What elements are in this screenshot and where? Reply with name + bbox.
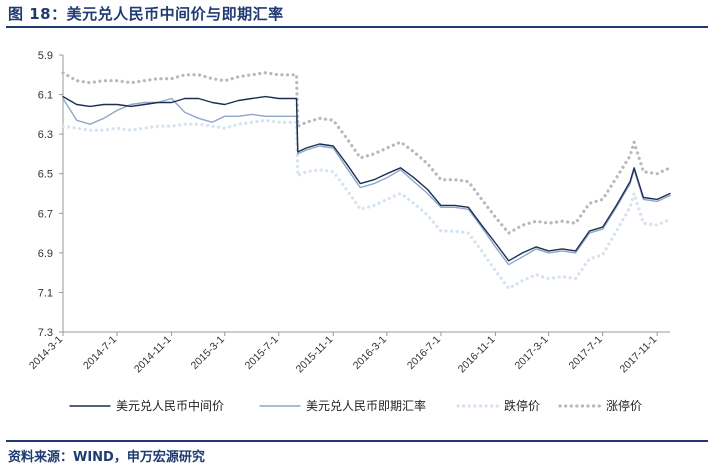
series-line-1	[62, 97, 671, 266]
legend-label-2: 跌停价	[504, 398, 540, 413]
y-tick-label: 7.1	[38, 287, 53, 299]
y-tick-label: 5.9	[38, 50, 53, 62]
legend-label-1: 美元兑人民币即期汇率	[306, 398, 426, 413]
y-tick-label: 7.3	[38, 327, 53, 339]
x-tick-label: 2016-3-1	[351, 334, 389, 372]
x-tick-label: 2016-11-1	[456, 334, 498, 376]
bottom-rule	[6, 440, 708, 442]
x-tick-label: 2016-7-1	[405, 334, 443, 372]
y-tick-label: 6.9	[38, 248, 53, 260]
x-tick-label: 2014-3-1	[27, 334, 65, 372]
x-tick-label: 2017-7-1	[567, 334, 605, 372]
figure-title-bar: 图 18：美元兑人民币中间价与即期汇率	[0, 0, 714, 24]
y-tick-label: 6.7	[38, 208, 53, 220]
x-tick-label: 2015-11-1	[294, 334, 336, 376]
legend-label-0: 美元兑人民币中间价	[116, 398, 224, 413]
x-tick-label: 2014-11-1	[132, 334, 174, 376]
x-tick-label: 2015-7-1	[243, 334, 281, 372]
x-tick-label: 2017-11-1	[617, 334, 659, 376]
legend-label-3: 涨停价	[606, 398, 642, 413]
y-tick-label: 6.3	[38, 129, 53, 141]
figure-title: 图 18：美元兑人民币中间价与即期汇率	[8, 5, 284, 23]
source-note: 资料来源：WIND，申万宏源研究	[8, 450, 205, 465]
top-rule	[6, 26, 708, 28]
x-tick-label: 2015-3-1	[189, 334, 227, 372]
series-line-0	[62, 95, 671, 262]
legend: 美元兑人民币中间价 美元兑人民币即期汇率 跌停价 涨停价	[69, 398, 642, 413]
y-tick-label: 6.5	[38, 169, 53, 181]
y-tick-label: 6.1	[38, 90, 53, 102]
x-tick-label: 2014-7-1	[81, 334, 119, 372]
series-layer	[61, 71, 672, 291]
series-line-3	[61, 71, 672, 235]
x-tick-label: 2017-3-1	[513, 334, 551, 372]
series-line-2	[61, 118, 672, 291]
